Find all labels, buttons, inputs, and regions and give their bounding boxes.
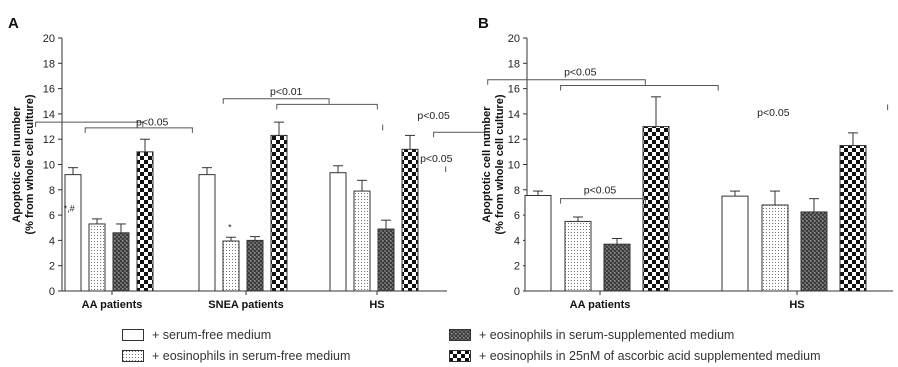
y-tick-label: 16 <box>508 84 520 96</box>
significance-bracket <box>35 121 144 128</box>
bar <box>642 126 670 292</box>
y-axis-label: Apoptotic cell number <box>11 106 23 223</box>
significance-bracket <box>560 198 646 204</box>
bar <box>721 195 749 292</box>
y-tick-label: 0 <box>514 286 520 298</box>
bar <box>353 190 371 292</box>
y-tick-label: 20 <box>508 33 520 45</box>
legend-swatch-empty <box>122 329 144 341</box>
annotation-label: p<0.05 <box>564 66 597 78</box>
annotation-label: p<0.05 <box>136 116 169 128</box>
significance-bracket <box>433 131 486 138</box>
y-tick-label: 12 <box>43 134 55 146</box>
y-tick-label: 6 <box>514 210 520 222</box>
annotation-label: p<0.05 <box>757 107 790 119</box>
bar <box>222 240 240 292</box>
significance-bracket <box>487 79 646 85</box>
legend-label: + eosinophils in 25nM of ascorbic acid s… <box>479 349 821 363</box>
x-tick-label: HS <box>789 299 804 311</box>
x-tick-label: SNEA patients <box>208 299 283 311</box>
legend-label: + eosinophils in serum-free medium <box>152 349 351 363</box>
x-tick-label: HS <box>369 299 384 311</box>
legend-item-serum-free: + serum-free medium <box>122 328 271 342</box>
bar <box>88 223 106 292</box>
y-tick-label: 10 <box>43 160 55 172</box>
bar <box>564 220 592 292</box>
annotation-label: p<0.05 <box>417 110 450 122</box>
y-tick-label: 12 <box>508 134 520 146</box>
y-tick-label: 8 <box>49 185 55 197</box>
annotation-label: *,# <box>64 203 75 213</box>
bar <box>401 148 419 292</box>
y-tick-label: 8 <box>514 185 520 197</box>
legend-swatch-crosshatch <box>449 329 471 341</box>
bar <box>270 134 288 292</box>
legend-label: + eosinophils in serum-supplemented medi… <box>479 328 735 342</box>
bar <box>603 243 631 292</box>
bar <box>839 145 867 292</box>
bar <box>198 174 216 292</box>
y-tick-label: 10 <box>508 160 520 172</box>
y-axis-label: Apoptotic cell number <box>481 106 493 223</box>
annotation-label: p<0.05 <box>420 153 453 165</box>
legend-swatch-dots <box>122 350 144 362</box>
y-tick-label: 14 <box>43 109 55 121</box>
y-tick-label: 2 <box>49 261 55 273</box>
significance-bracket <box>222 98 330 104</box>
bar <box>64 174 82 292</box>
bar <box>112 232 130 292</box>
x-tick-label: AA patients <box>82 299 143 311</box>
annotation-label: p<0.01 <box>270 86 303 98</box>
significance-bracket <box>560 84 719 91</box>
y-axis-label-units: (% from whole cell culture) <box>24 94 36 234</box>
panel-label: B <box>478 15 489 32</box>
y-tick-label: 18 <box>43 58 55 70</box>
legend-item-eos-serum-free: + eosinophils in serum-free medium <box>122 349 350 363</box>
bar <box>377 228 395 292</box>
chart-panel-b: B Apoptotic cell number (% from whole cell… <box>478 15 893 311</box>
y-tick-label: 4 <box>49 235 55 247</box>
legend-item-eos-ascorbic: + eosinophils in 25nM of ascorbic acid s… <box>449 349 821 363</box>
x-tick-label: AA patients <box>570 299 631 311</box>
legend-label: + serum-free medium <box>152 328 272 342</box>
significance-bracket <box>276 103 378 110</box>
panel-label: A <box>8 15 19 32</box>
y-tick-label: 20 <box>43 33 55 45</box>
bar <box>761 204 789 292</box>
annotation-label: p<0.05 <box>584 185 617 197</box>
y-axis-label-units: (% from whole cell culture) <box>494 94 506 234</box>
legend-item-eos-serum-supplemented: + eosinophils in serum-supplemented medi… <box>449 328 734 342</box>
bar <box>524 194 552 292</box>
y-tick-label: 4 <box>514 235 520 247</box>
y-tick-label: 2 <box>514 261 520 273</box>
y-tick-label: 16 <box>43 84 55 96</box>
legend-swatch-checker <box>449 350 471 362</box>
bar <box>136 151 154 292</box>
annotation-label: * <box>228 222 232 232</box>
y-tick-label: 14 <box>508 109 520 121</box>
bar <box>329 172 347 292</box>
significance-bracket <box>84 127 193 133</box>
bar <box>246 239 264 292</box>
y-tick-label: 18 <box>508 58 520 70</box>
y-tick-label: 0 <box>49 286 55 298</box>
chart-panel-a: A Apoptotic cell number (% from whole cell… <box>8 15 486 311</box>
y-tick-label: 6 <box>49 210 55 222</box>
bar <box>800 211 828 292</box>
